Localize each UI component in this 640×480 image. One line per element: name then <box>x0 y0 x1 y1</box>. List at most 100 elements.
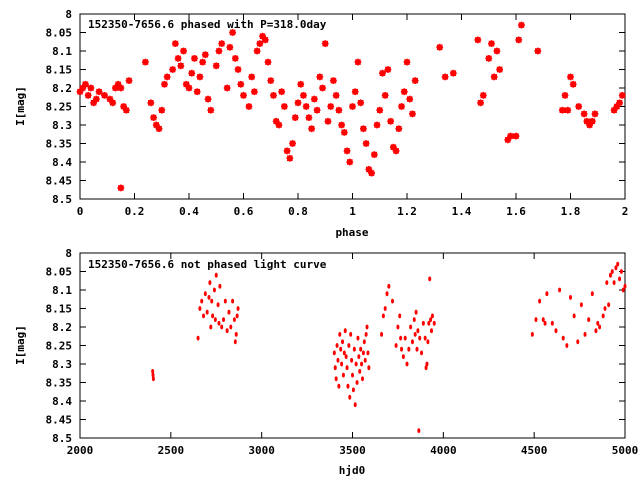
data-point <box>270 92 277 99</box>
data-point <box>538 298 542 304</box>
data-point <box>125 77 133 84</box>
data-point <box>218 40 226 47</box>
data-point <box>211 313 215 319</box>
data-point <box>117 84 125 92</box>
data-point <box>283 147 291 155</box>
x-tick-label: 2500 <box>158 444 185 457</box>
data-point <box>474 36 482 44</box>
x-tick-label: 4000 <box>430 444 457 457</box>
data-point <box>558 287 562 293</box>
data-point <box>232 317 236 322</box>
y-tick-label: 8.5 <box>52 432 72 445</box>
data-point <box>432 320 436 326</box>
data-point <box>409 324 413 330</box>
data-point <box>364 332 368 337</box>
data-point <box>421 320 425 326</box>
data-point <box>550 320 554 326</box>
data-point <box>161 80 168 88</box>
data-point <box>590 291 594 297</box>
data-point <box>399 335 403 341</box>
data-point <box>215 47 223 55</box>
data-point <box>409 110 416 118</box>
data-point <box>347 343 351 348</box>
data-point <box>449 69 457 77</box>
y-axis-label: I[mag] <box>14 86 27 126</box>
data-point <box>576 339 580 345</box>
data-point <box>256 40 264 47</box>
data-point <box>541 317 545 322</box>
data-points <box>151 261 627 433</box>
data-point <box>291 114 299 121</box>
data-point <box>398 313 402 319</box>
data-point <box>354 58 362 66</box>
data-point <box>414 309 418 315</box>
plot-frame <box>79 252 626 439</box>
data-point <box>229 29 236 36</box>
data-point <box>385 291 389 297</box>
x-tick-label: 3500 <box>339 444 366 457</box>
data-point <box>150 114 157 121</box>
data-point <box>384 66 392 73</box>
data-point <box>151 372 155 378</box>
data-point <box>351 372 354 378</box>
data-point <box>216 302 220 308</box>
data-point <box>294 99 302 107</box>
data-point <box>204 95 212 103</box>
x-tick-label: 0.2 <box>125 205 145 218</box>
data-point <box>346 383 350 389</box>
data-point <box>343 147 351 155</box>
data-point <box>418 335 422 341</box>
y-tick-label: 8.15 <box>46 303 73 316</box>
data-point <box>84 92 92 99</box>
data-point <box>231 55 239 62</box>
data-point <box>357 99 365 107</box>
data-point <box>580 110 588 118</box>
data-point <box>302 103 310 110</box>
data-point <box>407 346 411 352</box>
data-point <box>95 88 103 96</box>
y-tick-label: 8.35 <box>46 138 73 151</box>
data-point <box>340 129 348 136</box>
data-point <box>358 369 362 374</box>
x-tick-label: 1.8 <box>561 205 581 218</box>
data-point <box>411 77 419 84</box>
data-point <box>436 43 444 51</box>
data-point <box>198 306 202 311</box>
x-tick-label: 2000 <box>67 444 94 457</box>
phased-light-curve-panel: 0 0.2 0.4 0.6 0.8 1 1.2 1.4 1.6 1.8 2 8 8.05 8.1 8.15 8… <box>14 8 628 239</box>
data-point <box>413 332 417 337</box>
x-tick-label: 2 <box>622 205 629 218</box>
data-point <box>200 298 204 304</box>
data-point <box>267 77 275 84</box>
data-point <box>344 354 348 359</box>
data-point <box>601 313 605 319</box>
y-tick-label: 8.1 <box>52 45 72 58</box>
data-point <box>201 51 209 59</box>
data-point <box>280 103 288 110</box>
data-point <box>367 365 371 371</box>
y-tick-label: 8.4 <box>52 156 72 169</box>
data-point <box>319 84 326 92</box>
data-point <box>579 302 583 308</box>
data-point <box>207 295 211 300</box>
data-point <box>313 106 321 114</box>
data-point <box>289 140 296 147</box>
data-point <box>565 343 569 348</box>
data-point <box>353 402 357 408</box>
unphased-light-curve-panel: 2000 2500 3000 3500 4000 4500 5000 8 8.05 8.1 8.15… <box>14 247 638 477</box>
data-point <box>596 320 600 326</box>
y-tick-label: 8.25 <box>46 340 73 353</box>
data-point <box>332 92 340 99</box>
data-point <box>430 328 434 334</box>
data-point <box>479 92 487 99</box>
y-tick-label: 8 <box>65 247 72 260</box>
data-point <box>155 125 163 133</box>
y-tick-label: 8.45 <box>46 175 73 188</box>
data-point <box>226 43 234 51</box>
data-point <box>316 73 324 81</box>
data-point <box>346 158 354 166</box>
data-point <box>401 354 405 359</box>
data-point <box>345 365 349 371</box>
data-point <box>530 332 534 337</box>
